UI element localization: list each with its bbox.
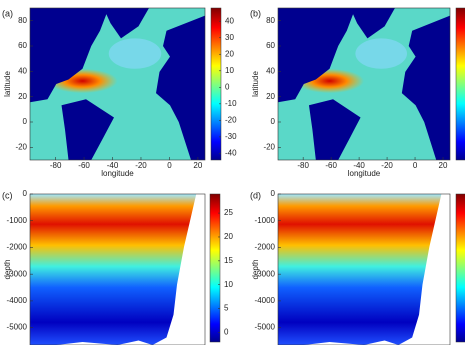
colorbar xyxy=(209,193,221,343)
y-tick-label: 0 xyxy=(23,189,28,198)
y-tick-label: 0 xyxy=(23,117,28,126)
y-axis-label: latitude xyxy=(251,71,260,97)
colorbar-tick-label: 10 xyxy=(225,66,234,75)
y-tick-label: -20 xyxy=(263,142,275,151)
land xyxy=(278,8,356,103)
land xyxy=(350,8,395,39)
x-tick-label: -60 xyxy=(325,161,337,170)
land xyxy=(308,99,361,160)
x-tick-label: -80 xyxy=(297,161,309,170)
panel-label: (c) xyxy=(2,190,13,200)
y-tick-label: 40 xyxy=(266,66,275,75)
land xyxy=(156,15,205,160)
x-tick-label: 20 xyxy=(193,161,202,170)
colorbar-tick-label: 10 xyxy=(224,280,233,289)
colorbar-tick-label: 0 xyxy=(224,328,229,337)
y-tick-label: 20 xyxy=(266,92,275,101)
y-axis-label: depth xyxy=(251,259,260,279)
colorbar-tick-label: 25 xyxy=(224,208,233,217)
y-tick-label: -2000 xyxy=(7,243,28,252)
plot-frame xyxy=(277,193,451,345)
y-tick-label: 80 xyxy=(266,16,275,25)
x-tick-label: -60 xyxy=(78,161,90,170)
y-tick-label: -5000 xyxy=(255,323,276,332)
land xyxy=(61,99,114,160)
field xyxy=(278,194,450,345)
cool-area xyxy=(355,38,408,69)
colorbar-tick-label: -20 xyxy=(225,115,237,124)
y-tick-label: 20 xyxy=(18,92,27,101)
y-tick-label: 60 xyxy=(18,41,27,50)
y-axis-label: latitude xyxy=(3,71,12,97)
x-tick-label: 20 xyxy=(439,161,448,170)
field xyxy=(278,8,450,160)
colorbar-tick-label: 0 xyxy=(225,82,230,91)
colorbar-tick-label: 20 xyxy=(225,49,234,58)
colorbar-tick-label: 40 xyxy=(225,16,234,25)
colorbar xyxy=(455,7,465,161)
y-tick-label: -4000 xyxy=(255,296,276,305)
x-tick-label: -20 xyxy=(135,161,147,170)
y-tick-label: 0 xyxy=(271,189,276,198)
y-tick-label: -4000 xyxy=(7,296,28,305)
x-axis-label: longitude xyxy=(101,169,134,178)
y-tick-label: -3000 xyxy=(255,269,276,278)
x-tick-label: -40 xyxy=(353,161,365,170)
colorbar-tick-label: 5 xyxy=(224,304,229,313)
y-tick-label: 60 xyxy=(266,41,275,50)
y-tick-label: 40 xyxy=(18,66,27,75)
colorbar-tick-label: 15 xyxy=(224,256,233,265)
x-tick-label: -40 xyxy=(107,161,119,170)
section-field xyxy=(278,194,442,345)
land xyxy=(103,8,149,39)
x-tick-label: 0 xyxy=(167,161,172,170)
y-tick-label: -2000 xyxy=(255,243,276,252)
y-axis-label: depth xyxy=(3,259,12,279)
y-tick-label: -1000 xyxy=(7,216,28,225)
panel-label: (a) xyxy=(2,8,13,18)
plot-frame xyxy=(29,193,206,345)
x-tick-label: 0 xyxy=(413,161,418,170)
x-axis-label: longitude xyxy=(348,169,381,178)
y-tick-label: -1000 xyxy=(255,216,276,225)
plot-frame xyxy=(277,7,451,161)
colorbar-tick-label: -10 xyxy=(225,99,237,108)
panel-label: (b) xyxy=(250,8,261,18)
colorbar-tick-label: 20 xyxy=(224,232,233,241)
colorbar-tick-label: 30 xyxy=(225,33,234,42)
y-tick-label: 0 xyxy=(271,117,276,126)
x-tick-label: -20 xyxy=(381,161,393,170)
colorbar-tick-label: -40 xyxy=(225,149,237,158)
colorbar-tick-label: -30 xyxy=(225,132,237,141)
land xyxy=(30,8,109,103)
colorbar xyxy=(210,7,222,161)
land xyxy=(401,15,450,160)
plot-frame xyxy=(29,7,206,161)
y-tick-label: -5000 xyxy=(7,323,28,332)
y-tick-label: -3000 xyxy=(7,269,28,278)
y-tick-label: 80 xyxy=(18,16,27,25)
y-tick-label: -20 xyxy=(15,142,27,151)
field xyxy=(30,194,205,345)
field xyxy=(30,8,205,160)
x-tick-label: -80 xyxy=(50,161,62,170)
colorbar xyxy=(455,193,465,343)
cool-area xyxy=(108,38,162,69)
panel-label: (d) xyxy=(250,190,261,200)
section-field xyxy=(30,194,197,345)
